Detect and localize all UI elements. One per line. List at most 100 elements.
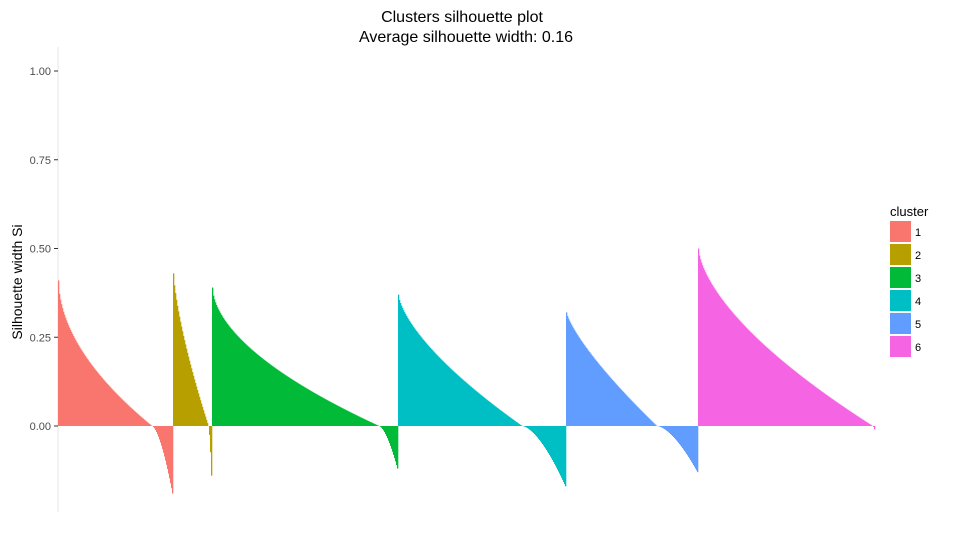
silhouette-bar-cluster-6 — [835, 401, 837, 426]
silhouette-bar-cluster-3 — [229, 326, 231, 426]
silhouette-bar-cluster-4 — [564, 426, 566, 485]
silhouette-bar-cluster-5 — [672, 426, 674, 436]
silhouette-bar-cluster-3 — [396, 426, 398, 465]
silhouette-bar-cluster-3 — [285, 375, 287, 426]
silhouette-bar-cluster-4 — [504, 413, 506, 426]
silhouette-bar-cluster-6 — [767, 347, 769, 426]
silhouette-bar-cluster-1 — [98, 373, 100, 426]
silhouette-bar-cluster-5 — [608, 375, 610, 426]
silhouette-bar-cluster-5 — [665, 426, 667, 430]
silhouette-bar-cluster-5 — [612, 379, 614, 426]
silhouette-bar-cluster-2 — [188, 356, 190, 426]
silhouette-bar-cluster-1 — [103, 379, 105, 426]
silhouette-bar-cluster-3 — [224, 319, 226, 426]
silhouette-bar-cluster-4 — [408, 319, 410, 426]
silhouette-bar-cluster-6 — [766, 347, 768, 426]
silhouette-bar-cluster-3 — [254, 351, 256, 426]
silhouette-bar-cluster-2 — [196, 386, 198, 426]
silhouette-bar-cluster-1 — [120, 397, 122, 426]
silhouette-bar-cluster-6 — [839, 404, 841, 426]
silhouette-bar-cluster-3 — [243, 341, 245, 426]
silhouette-bar-cluster-4 — [449, 367, 451, 426]
silhouette-bar-cluster-5 — [621, 389, 623, 426]
silhouette-bar-cluster-3 — [297, 382, 299, 426]
silhouette-bar-cluster-6 — [777, 356, 779, 426]
silhouette-bar-cluster-3 — [342, 408, 344, 426]
silhouette-bar-cluster-1 — [101, 377, 103, 426]
silhouette-bar-cluster-1 — [109, 386, 111, 426]
silhouette-bar-cluster-5 — [680, 426, 682, 446]
silhouette-bar-cluster-4 — [499, 409, 501, 426]
silhouette-bar-cluster-6 — [736, 317, 738, 426]
silhouette-bar-cluster-4 — [444, 362, 446, 426]
silhouette-bar-cluster-1 — [122, 399, 124, 426]
silhouette-bar-cluster-6 — [724, 302, 726, 426]
silhouette-bar-cluster-1 — [141, 417, 143, 426]
silhouette-bar-cluster-4 — [481, 395, 483, 426]
silhouette-bar-cluster-4 — [565, 426, 567, 487]
silhouette-bar-cluster-4 — [473, 388, 475, 426]
silhouette-bar-cluster-1 — [114, 391, 116, 426]
silhouette-bar-cluster-6 — [797, 373, 799, 426]
silhouette-bar-cluster-6 — [759, 340, 761, 426]
silhouette-bar-cluster-3 — [276, 368, 278, 426]
silhouette-bar-cluster-3 — [340, 407, 342, 426]
silhouette-bar-cluster-4 — [542, 426, 544, 445]
silhouette-bar-cluster-5 — [695, 426, 697, 469]
silhouette-bar-cluster-6 — [873, 426, 875, 427]
silhouette-bar-cluster-4 — [433, 351, 435, 426]
silhouette-bar-cluster-3 — [302, 385, 304, 426]
silhouette-bar-cluster-3 — [269, 363, 271, 426]
silhouette-bar-cluster-6 — [772, 352, 774, 426]
silhouette-bar-cluster-6 — [860, 418, 862, 426]
silhouette-bar-cluster-5 — [579, 337, 581, 426]
silhouette-bar-cluster-5 — [599, 364, 601, 426]
silhouette-bar-cluster-3 — [283, 373, 285, 426]
silhouette-bar-cluster-4 — [484, 397, 486, 426]
silhouette-bar-cluster-6 — [752, 333, 754, 426]
silhouette-bar-cluster-5 — [682, 426, 684, 449]
silhouette-bar-cluster-3 — [375, 424, 377, 426]
silhouette-bar-cluster-4 — [434, 352, 436, 426]
silhouette-bar-cluster-6 — [801, 376, 803, 426]
silhouette-bar-cluster-1 — [136, 412, 138, 426]
silhouette-bar-cluster-5 — [571, 324, 573, 426]
silhouette-bar-cluster-1 — [130, 407, 132, 426]
silhouette-bar-cluster-5 — [646, 415, 648, 426]
legend-swatch-3 — [890, 267, 911, 288]
silhouette-bar-cluster-5 — [648, 417, 650, 426]
silhouette-bar-cluster-4 — [478, 392, 480, 426]
silhouette-bar-cluster-6 — [857, 416, 859, 426]
silhouette-bar-cluster-5 — [670, 426, 672, 435]
silhouette-bar-cluster-6 — [706, 274, 708, 426]
silhouette-bar-cluster-3 — [231, 329, 233, 426]
silhouette-bar-cluster-6 — [745, 326, 747, 426]
silhouette-bar-cluster-2 — [179, 316, 181, 426]
silhouette-bar-cluster-3 — [356, 415, 358, 426]
silhouette-bar-cluster-1 — [86, 357, 88, 426]
silhouette-bar-cluster-4 — [482, 396, 484, 426]
silhouette-bar-cluster-4 — [448, 366, 450, 426]
silhouette-bar-cluster-3 — [277, 369, 279, 426]
silhouette-bar-cluster-6 — [710, 281, 712, 426]
silhouette-bar-cluster-3 — [355, 414, 357, 426]
silhouette-bar-cluster-2 — [193, 375, 195, 426]
silhouette-bar-cluster-1 — [72, 334, 74, 426]
silhouette-bar-cluster-5 — [610, 377, 612, 426]
silhouette-bar-cluster-1 — [132, 409, 134, 426]
silhouette-bar-cluster-3 — [225, 321, 227, 426]
silhouette-bar-cluster-1 — [102, 378, 104, 426]
silhouette-bar-cluster-4 — [526, 426, 528, 428]
silhouette-bar-cluster-4 — [497, 407, 499, 426]
silhouette-bar-cluster-6 — [834, 400, 836, 426]
silhouette-bar-cluster-4 — [432, 350, 434, 426]
silhouette-bar-cluster-4 — [410, 322, 412, 426]
silhouette-bar-cluster-1 — [170, 426, 172, 484]
silhouette-bar-cluster-1 — [144, 419, 146, 426]
silhouette-bar-cluster-3 — [296, 382, 298, 426]
silhouette-bar-cluster-4 — [503, 412, 505, 426]
silhouette-bar-cluster-5 — [591, 354, 593, 426]
silhouette-bar-cluster-5 — [644, 413, 646, 426]
silhouette-bar-cluster-4 — [400, 303, 402, 426]
